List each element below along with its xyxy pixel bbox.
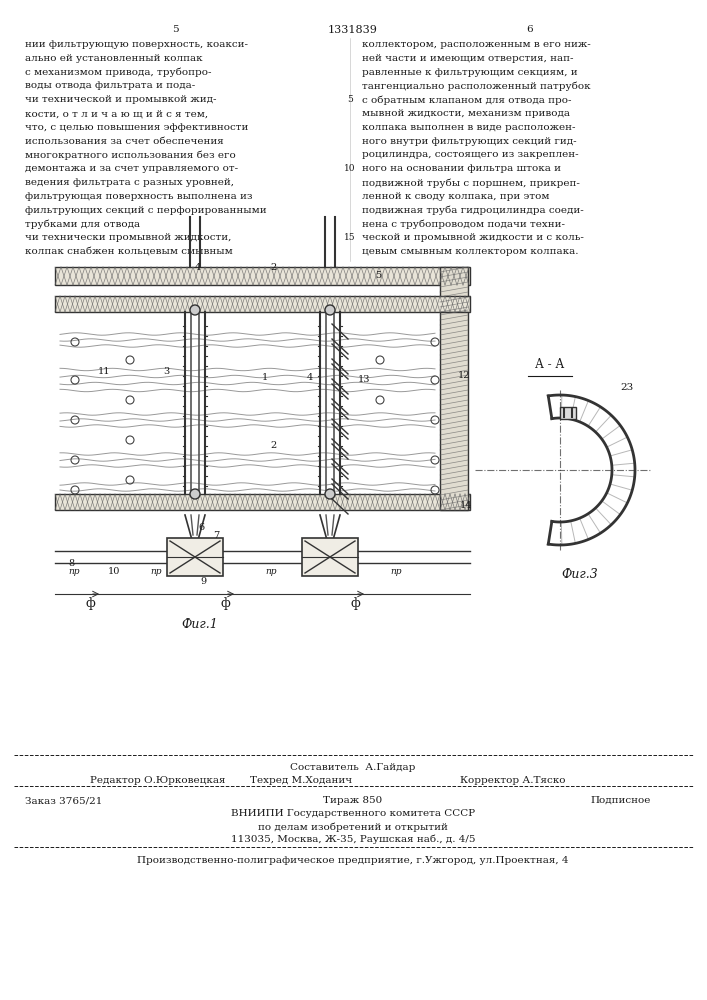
- Bar: [440, 312, 468, 510]
- Text: 14: 14: [460, 500, 472, 510]
- Text: 10: 10: [344, 164, 356, 173]
- Text: чи технической и промывкой жид-: чи технической и промывкой жид-: [25, 95, 216, 104]
- Bar: [302, 538, 358, 576]
- Text: ного на основании фильтра штока и: ного на основании фильтра штока и: [362, 164, 561, 173]
- Text: колпак снабжен кольцевым смывным: колпак снабжен кольцевым смывным: [25, 247, 233, 256]
- Text: тангенциально расположенный патрубок: тангенциально расположенный патрубок: [362, 81, 590, 91]
- Text: Производственно-полиграфическое предприятие, г.Ужгород, ул.Проектная, 4: Производственно-полиграфическое предприя…: [137, 856, 568, 865]
- Text: 11: 11: [98, 366, 110, 375]
- Text: Составитель  А.Гайдар: Составитель А.Гайдар: [291, 763, 416, 772]
- Text: мывной жидкости, механизм привода: мывной жидкости, механизм привода: [362, 109, 570, 118]
- Text: пр: пр: [68, 567, 79, 576]
- Circle shape: [190, 489, 200, 499]
- Text: ведения фильтрата с разных уровней,: ведения фильтрата с разных уровней,: [25, 178, 234, 187]
- Text: ВНИИПИ Государственного комитета СССР: ВНИИПИ Государственного комитета СССР: [231, 809, 475, 818]
- Text: с обратным клапаном для отвода про-: с обратным клапаном для отвода про-: [362, 95, 571, 105]
- Text: пр: пр: [390, 567, 402, 576]
- Text: 3: 3: [163, 367, 169, 376]
- Text: чи технически промывной жидкости,: чи технически промывной жидкости,: [25, 233, 231, 242]
- Text: коллектором, расположенным в его ниж-: коллектором, расположенным в его ниж-: [362, 40, 591, 49]
- Text: фильтрующих секций с перфорированными: фильтрующих секций с перфорированными: [25, 206, 267, 215]
- Text: Подписное: Подписное: [590, 796, 650, 805]
- Text: ф: ф: [350, 597, 360, 610]
- Text: цевым смывным коллектором колпака.: цевым смывным коллектором колпака.: [362, 247, 578, 256]
- Text: 9: 9: [200, 576, 206, 585]
- Text: 6: 6: [198, 524, 204, 532]
- Text: многократного использования без его: многократного использования без его: [25, 150, 235, 160]
- Text: 8: 8: [68, 559, 74, 568]
- Text: подвижной трубы с поршнем, прикреп-: подвижной трубы с поршнем, прикреп-: [362, 178, 580, 188]
- Text: ально ей установленный колпак: ально ей установленный колпак: [25, 54, 203, 63]
- Text: 6: 6: [527, 25, 533, 34]
- Text: 7: 7: [213, 530, 219, 540]
- Text: 113035, Москва, Ж-35, Раушская наб., д. 4/5: 113035, Москва, Ж-35, Раушская наб., д. …: [230, 835, 475, 844]
- Text: кости, о т л и ч а ю щ и й с я тем,: кости, о т л и ч а ю щ и й с я тем,: [25, 109, 208, 118]
- Text: ф: ф: [85, 597, 95, 610]
- Text: 5: 5: [375, 270, 381, 279]
- Text: что, с целью повышения эффективности: что, с целью повышения эффективности: [25, 123, 248, 132]
- Bar: [560, 407, 576, 419]
- Text: ного внутри фильтрующих секций гид-: ного внутри фильтрующих секций гид-: [362, 137, 577, 146]
- Circle shape: [190, 305, 200, 315]
- Text: 4: 4: [195, 262, 201, 271]
- Text: с механизмом привода, трубопро-: с механизмом привода, трубопро-: [25, 68, 211, 77]
- Text: 12: 12: [458, 370, 470, 379]
- Text: А - А: А - А: [535, 359, 565, 371]
- Bar: [55, 494, 470, 510]
- Text: пр: пр: [150, 567, 161, 576]
- Text: Фиг.1: Фиг.1: [182, 617, 218, 631]
- Text: воды отвода фильтрата и пода-: воды отвода фильтрата и пода-: [25, 81, 195, 90]
- Text: демонтажа и за счет управляемого от-: демонтажа и за счет управляемого от-: [25, 164, 238, 173]
- Text: нии фильтрующую поверхность, коакси-: нии фильтрующую поверхность, коакси-: [25, 40, 248, 49]
- Text: ф: ф: [220, 597, 230, 610]
- Text: 5: 5: [347, 95, 353, 104]
- Text: 5: 5: [172, 25, 178, 34]
- Text: 2: 2: [270, 440, 276, 450]
- Text: 4: 4: [307, 372, 313, 381]
- Text: 13: 13: [358, 374, 370, 383]
- Text: Тираж 850: Тираж 850: [323, 796, 382, 805]
- Text: нена с трубопроводом подачи техни-: нена с трубопроводом подачи техни-: [362, 219, 565, 229]
- Text: использования за счет обеспечения: использования за счет обеспечения: [25, 137, 223, 146]
- Text: по делам изобретений и открытий: по делам изобретений и открытий: [258, 822, 448, 832]
- Text: ческой и промывной жидкости и с коль-: ческой и промывной жидкости и с коль-: [362, 233, 584, 242]
- Text: Корректор А.Тяско: Корректор А.Тяско: [460, 776, 566, 785]
- Text: колпака выполнен в виде расположен-: колпака выполнен в виде расположен-: [362, 123, 575, 132]
- Text: Заказ 3765/21: Заказ 3765/21: [25, 796, 103, 805]
- Circle shape: [325, 305, 335, 315]
- Text: Техред М.Ходанич: Техред М.Ходанич: [250, 776, 352, 785]
- Text: 15: 15: [344, 233, 356, 242]
- Text: подвижная труба гидроцилиндра соеди-: подвижная труба гидроцилиндра соеди-: [362, 206, 584, 215]
- Text: 1331839: 1331839: [328, 25, 378, 35]
- Text: равленные к фильтрующим секциям, и: равленные к фильтрующим секциям, и: [362, 68, 578, 77]
- Text: фильтрующая поверхность выполнена из: фильтрующая поверхность выполнена из: [25, 192, 252, 201]
- Text: пр: пр: [265, 567, 276, 576]
- Bar: [440, 267, 468, 312]
- Text: трубками для отвода: трубками для отвода: [25, 219, 140, 229]
- Text: 23: 23: [620, 382, 633, 391]
- Bar: [55, 267, 470, 285]
- Text: роцилиндра, состоящего из закреплен-: роцилиндра, состоящего из закреплен-: [362, 150, 578, 159]
- Text: 10: 10: [108, 567, 120, 576]
- Text: ленной к своду колпака, при этом: ленной к своду колпака, при этом: [362, 192, 549, 201]
- Text: 2: 2: [270, 262, 276, 271]
- Text: 1: 1: [262, 373, 268, 382]
- Bar: [167, 538, 223, 576]
- Bar: [55, 296, 470, 312]
- Text: ней части и имеющим отверстия, нап-: ней части и имеющим отверстия, нап-: [362, 54, 573, 63]
- Circle shape: [325, 489, 335, 499]
- Text: Фиг.3: Фиг.3: [561, 568, 598, 582]
- Text: Редактор О.Юрковецкая: Редактор О.Юрковецкая: [90, 776, 226, 785]
